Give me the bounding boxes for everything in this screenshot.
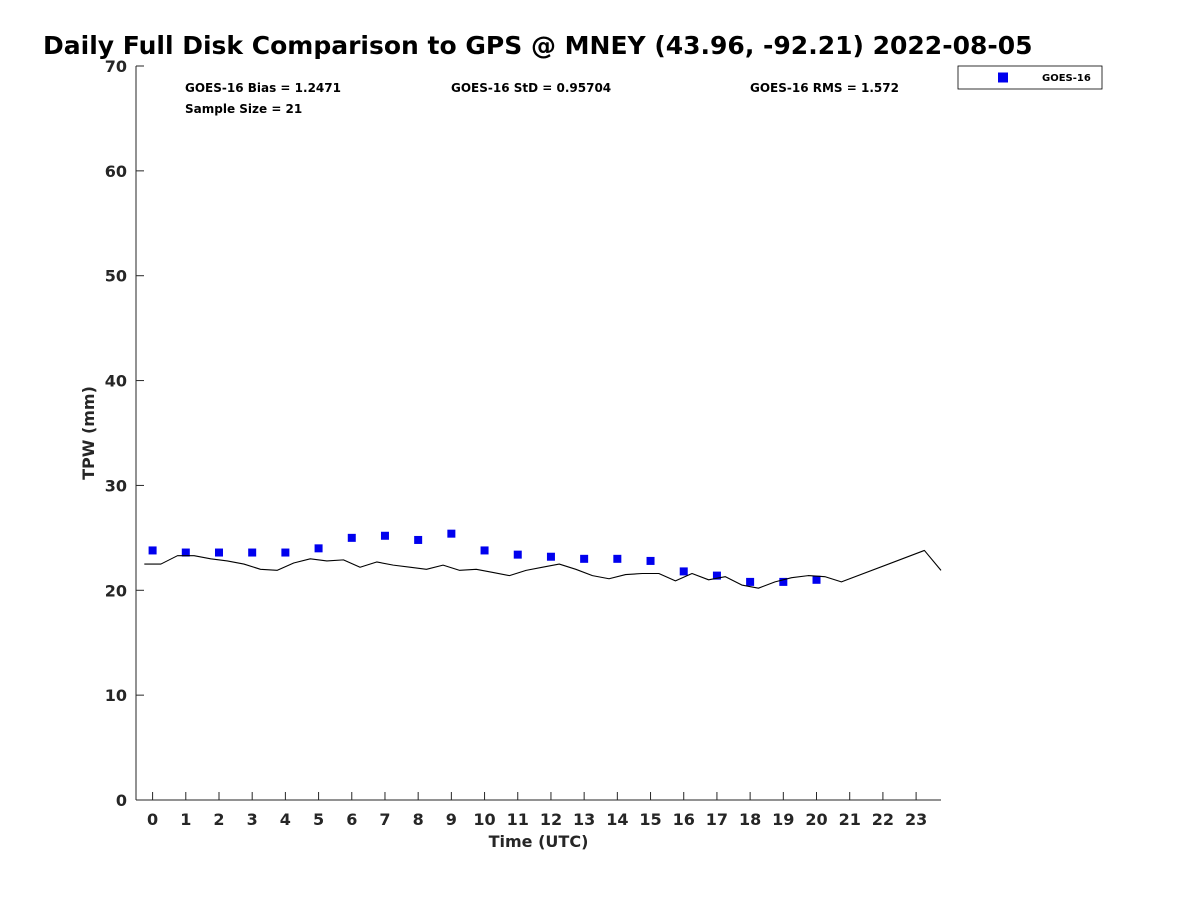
y-tick-label: 50 <box>105 267 127 286</box>
x-tick-label: 18 <box>739 810 761 829</box>
goes16-data-point <box>380 531 389 540</box>
goes16-data-point <box>546 552 555 561</box>
goes16-data-point <box>513 550 522 559</box>
y-tick-label: 40 <box>105 372 127 391</box>
goes16-data-point <box>580 554 589 563</box>
x-tick-label: 16 <box>673 810 695 829</box>
x-tick-label: 0 <box>147 810 158 829</box>
x-tick-label: 1 <box>180 810 191 829</box>
goes16-data-point <box>281 548 290 557</box>
x-tick-label: 2 <box>213 810 224 829</box>
x-tick-label: 4 <box>280 810 291 829</box>
x-tick-label: 3 <box>247 810 258 829</box>
x-tick-label: 9 <box>446 810 457 829</box>
chart-title: Daily Full Disk Comparison to GPS @ MNEY… <box>43 31 1033 60</box>
x-tick-label: 23 <box>905 810 927 829</box>
y-tick-label: 20 <box>105 581 127 600</box>
stat-std: GOES-16 StD = 0.95704 <box>451 81 611 95</box>
y-tick-label: 60 <box>105 162 127 181</box>
x-tick-label: 11 <box>507 810 529 829</box>
goes16-data-point <box>779 577 788 586</box>
x-tick-label: 12 <box>540 810 562 829</box>
legend: GOES-16 <box>957 65 1103 90</box>
x-axis-label: Time (UTC) <box>489 832 589 851</box>
x-tick-label: 7 <box>379 810 390 829</box>
x-tick-label: 19 <box>772 810 794 829</box>
goes16-data-point <box>447 529 456 538</box>
goes16-data-point <box>248 548 257 557</box>
x-tick-label: 5 <box>313 810 324 829</box>
y-tick-label: 30 <box>105 476 127 495</box>
goes16-data-point <box>712 571 721 580</box>
y-tick-label: 70 <box>105 57 127 76</box>
x-tick-label: 15 <box>639 810 661 829</box>
goes16-data-point <box>181 548 190 557</box>
x-tick-label: 8 <box>413 810 424 829</box>
y-tick-label: 0 <box>116 791 127 810</box>
goes16-data-point <box>414 535 423 544</box>
x-tick-label: 21 <box>839 810 861 829</box>
legend-marker <box>998 72 1008 83</box>
goes16-data-point <box>812 575 821 584</box>
goes16-data-point <box>646 556 655 565</box>
x-tick-label: 22 <box>872 810 894 829</box>
x-tick-label: 13 <box>573 810 595 829</box>
x-tick-label: 10 <box>473 810 495 829</box>
goes16-data-point <box>679 567 688 576</box>
stat-bias: GOES-16 Bias = 1.2471 <box>185 81 341 95</box>
goes16-data-point <box>480 546 489 555</box>
goes16-data-point <box>746 577 755 586</box>
goes16-data-point <box>214 548 223 557</box>
stat-rms: GOES-16 RMS = 1.572 <box>750 81 899 95</box>
goes16-data-point <box>613 554 622 563</box>
x-tick-label: 20 <box>805 810 827 829</box>
gps-tpw-line <box>144 549 942 589</box>
x-tick-label: 17 <box>706 810 728 829</box>
stat-sample-size: Sample Size = 21 <box>185 102 302 116</box>
x-tick-label: 6 <box>346 810 357 829</box>
y-axis-label: TPW (mm) <box>79 386 98 480</box>
y-tick-label: 10 <box>105 686 127 705</box>
x-tick-label: 14 <box>606 810 628 829</box>
legend-label: GOES-16 <box>1042 73 1091 84</box>
goes16-data-point <box>148 546 157 555</box>
goes16-data-point <box>314 544 323 553</box>
plot-area <box>144 529 942 589</box>
goes16-data-point <box>347 533 356 542</box>
legend-box <box>957 65 1103 90</box>
